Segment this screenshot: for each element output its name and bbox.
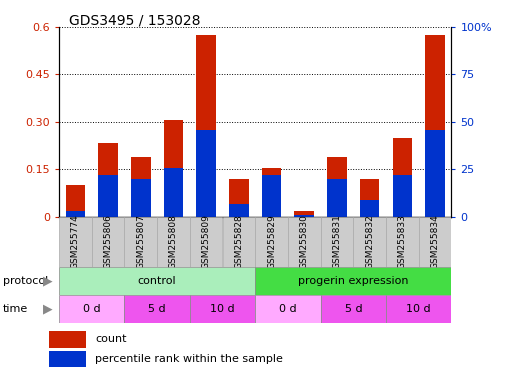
Bar — [66, 185, 85, 217]
Text: GSM255774: GSM255774 — [71, 215, 80, 269]
Bar — [223, 217, 255, 267]
Text: GSM255828: GSM255828 — [234, 215, 243, 269]
Bar — [386, 217, 419, 267]
Text: 0 d: 0 d — [279, 304, 297, 314]
Text: GSM255809: GSM255809 — [202, 215, 211, 269]
Bar — [59, 217, 92, 267]
Bar — [425, 129, 445, 217]
Bar — [288, 217, 321, 267]
Text: time: time — [3, 304, 28, 314]
Bar — [327, 157, 347, 217]
Text: control: control — [138, 276, 176, 286]
Text: progerin expression: progerin expression — [298, 276, 408, 286]
Bar — [49, 331, 86, 348]
Bar — [98, 175, 118, 217]
Text: 5 d: 5 d — [345, 304, 362, 314]
Bar — [425, 35, 445, 217]
Bar — [92, 217, 124, 267]
Text: GSM255808: GSM255808 — [169, 215, 178, 269]
Bar — [131, 179, 150, 217]
Bar — [125, 217, 157, 267]
Bar — [392, 175, 412, 217]
Text: GSM255829: GSM255829 — [267, 215, 276, 269]
Text: GSM255807: GSM255807 — [136, 215, 145, 269]
Text: GSM255830: GSM255830 — [300, 215, 309, 269]
Bar — [190, 217, 223, 267]
Text: count: count — [95, 334, 126, 344]
Bar — [49, 351, 86, 367]
Bar — [294, 211, 314, 217]
Bar — [353, 217, 386, 267]
Bar — [229, 204, 249, 217]
Bar — [255, 267, 451, 295]
Bar — [255, 295, 321, 323]
Bar — [164, 120, 183, 217]
Bar — [294, 215, 314, 217]
Bar — [327, 179, 347, 217]
Text: GSM255833: GSM255833 — [398, 215, 407, 269]
Text: 5 d: 5 d — [148, 304, 166, 314]
Bar — [386, 295, 451, 323]
Text: 0 d: 0 d — [83, 304, 101, 314]
Bar — [190, 295, 255, 323]
Text: GDS3495 / 153028: GDS3495 / 153028 — [69, 13, 201, 27]
Bar — [196, 129, 216, 217]
Text: 10 d: 10 d — [406, 304, 431, 314]
Text: GSM255806: GSM255806 — [104, 215, 112, 269]
Bar — [98, 142, 118, 217]
Text: ▶: ▶ — [43, 274, 52, 287]
Bar — [131, 157, 150, 217]
Bar — [392, 138, 412, 217]
Bar — [419, 217, 451, 267]
Bar — [360, 200, 380, 217]
Bar — [59, 295, 124, 323]
Text: GSM255832: GSM255832 — [365, 215, 374, 269]
Text: protocol: protocol — [3, 276, 48, 286]
Bar — [262, 175, 281, 217]
Bar — [229, 179, 249, 217]
Text: percentile rank within the sample: percentile rank within the sample — [95, 354, 283, 364]
Bar — [262, 168, 281, 217]
Bar — [66, 211, 85, 217]
Text: GSM255834: GSM255834 — [430, 215, 440, 269]
Text: GSM255831: GSM255831 — [332, 215, 342, 269]
Text: 10 d: 10 d — [210, 304, 235, 314]
Text: ▶: ▶ — [43, 303, 52, 315]
Bar — [164, 167, 183, 217]
Bar — [360, 179, 380, 217]
Bar — [321, 295, 386, 323]
Bar — [255, 217, 288, 267]
Bar — [196, 35, 216, 217]
Bar — [157, 217, 190, 267]
Bar — [321, 217, 353, 267]
Bar — [59, 267, 255, 295]
Bar — [124, 295, 190, 323]
